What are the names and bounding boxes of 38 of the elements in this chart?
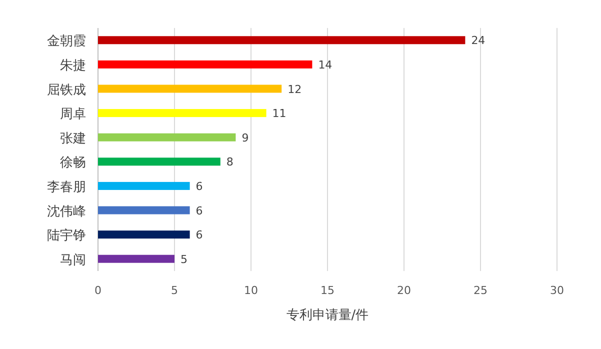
y-tick-label: 周卓 — [60, 107, 86, 122]
x-tick-label: 15 — [320, 284, 334, 297]
bar — [98, 254, 174, 263]
x-tick-label: 20 — [397, 284, 411, 297]
x-tick-label: 5 — [171, 284, 178, 297]
data-label: 14 — [318, 58, 332, 72]
data-label: 6 — [196, 204, 203, 218]
data-label: 9 — [242, 131, 249, 144]
data-label: 24 — [471, 34, 486, 48]
data-label: 6 — [196, 228, 203, 242]
bar — [98, 84, 282, 93]
bar — [98, 182, 190, 190]
bar — [98, 109, 266, 118]
data-label: 5 — [180, 252, 188, 266]
data-label: 6 — [196, 180, 203, 193]
y-tick-label: 金朝霞 — [47, 34, 86, 50]
x-tick-label: 30 — [550, 284, 564, 297]
x-axis-title: 专利申请量/件 — [286, 308, 369, 323]
bar — [98, 230, 190, 239]
bar — [98, 133, 236, 142]
x-tick-label: 10 — [244, 284, 258, 297]
y-tick-label: 沈伟峰 — [47, 204, 86, 220]
bar — [98, 60, 312, 68]
y-tick-label: 朱捷 — [60, 58, 86, 74]
bar — [98, 206, 190, 214]
data-label: 11 — [272, 107, 286, 120]
y-tick-label: 张建 — [60, 131, 86, 146]
y-tick-label: 陆宇铮 — [47, 228, 86, 244]
x-tick-label: 25 — [474, 284, 488, 297]
y-tick-label: 李春朋 — [47, 180, 86, 195]
y-tick-label: 屈铁成 — [47, 82, 86, 98]
data-label: 8 — [226, 156, 234, 169]
bar — [98, 36, 466, 44]
data-label: 12 — [288, 82, 302, 96]
bar — [98, 158, 220, 166]
y-tick-label: 徐畅 — [60, 156, 86, 171]
y-tick-label: 马闯 — [60, 252, 86, 268]
x-tick-label: 0 — [94, 284, 102, 297]
